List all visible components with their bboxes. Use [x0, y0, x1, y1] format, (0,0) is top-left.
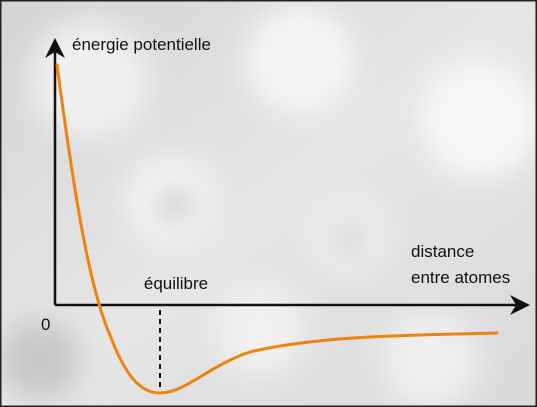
x-axis-label: distance [411, 242, 474, 261]
y-axis-label: énergie potentielle [72, 35, 211, 54]
x-axis-label: entre atomes [411, 268, 510, 287]
origin-label: 0 [41, 315, 50, 334]
equilibrium-label: équilibre [144, 274, 208, 293]
potential-curve [55, 63, 499, 395]
